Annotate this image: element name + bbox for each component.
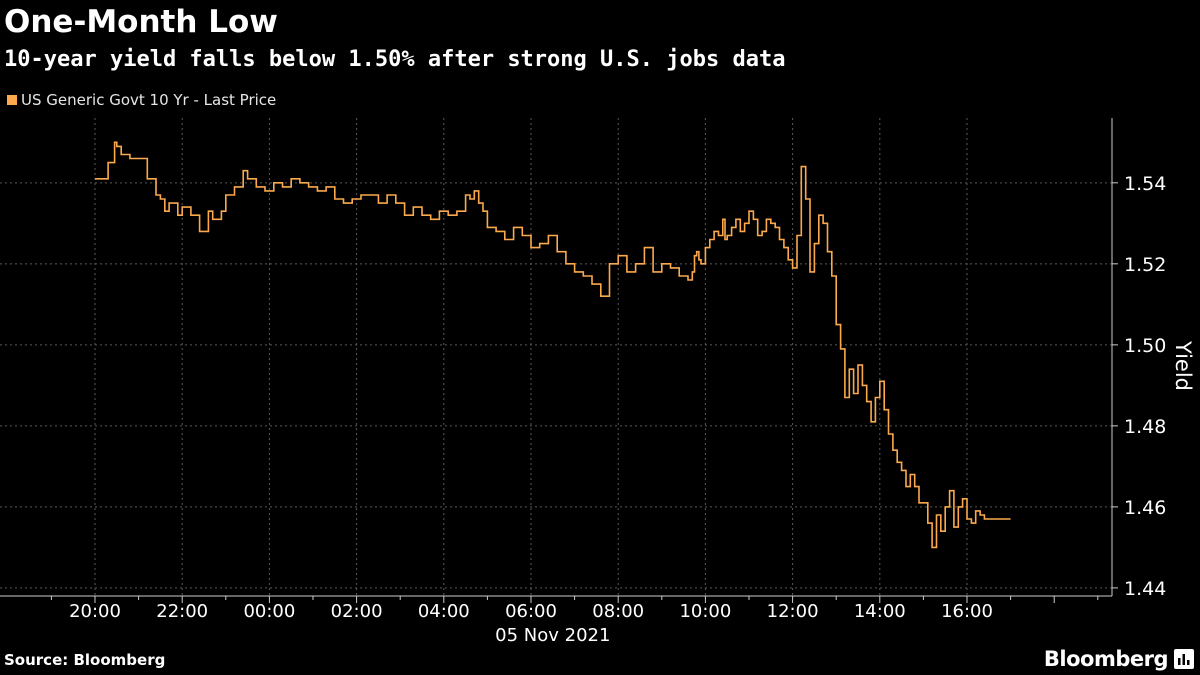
source-note: Source: Bloomberg [4, 651, 166, 669]
date-label: 05 Nov 2021 [495, 625, 610, 646]
grid [0, 118, 1112, 596]
x-tick-label: 10:00 [679, 601, 731, 622]
bar-chart-icon [1174, 649, 1194, 669]
x-tick-label: 20:00 [69, 601, 121, 622]
legend-label: US Generic Govt 10 Yr - Last Price [21, 91, 277, 109]
x-tick-label: 06:00 [505, 601, 557, 622]
y-tick-label: 1.54 [1124, 173, 1166, 195]
y-tick-label: 1.50 [1124, 335, 1166, 357]
x-tick-label: 02:00 [331, 601, 383, 622]
series-line [95, 141, 1011, 549]
x-tick-label: 16:00 [941, 601, 993, 622]
x-tick-label: 12:00 [767, 601, 819, 622]
legend-swatch [7, 95, 17, 105]
tick-labels: 1.44 1.46 1.48 1.50 1.52 1.54 20:00 22:00 00:00 0… [69, 173, 1166, 622]
axes [0, 118, 1118, 603]
chart-title: One-Month Low [4, 4, 278, 40]
series-group [95, 141, 1011, 549]
brand-logo: Bloomberg [1043, 647, 1169, 671]
y-tick-label: 1.44 [1124, 578, 1166, 600]
legend: US Generic Govt 10 Yr - Last Price [7, 91, 276, 109]
y-tick-label: 1.48 [1124, 416, 1166, 438]
y-axis-label: Yield [1171, 340, 1195, 391]
x-tick-label: 00:00 [243, 601, 295, 622]
x-tick-label: 04:00 [418, 601, 470, 622]
y-tick-label: 1.52 [1124, 254, 1166, 276]
y-tick-label: 1.46 [1124, 497, 1166, 519]
x-tick-label: 14:00 [854, 601, 906, 622]
x-tick-label: 08:00 [592, 601, 644, 622]
x-tick-label: 22:00 [156, 601, 208, 622]
chart-subtitle: 10-year yield falls below 1.50% after st… [4, 47, 786, 72]
